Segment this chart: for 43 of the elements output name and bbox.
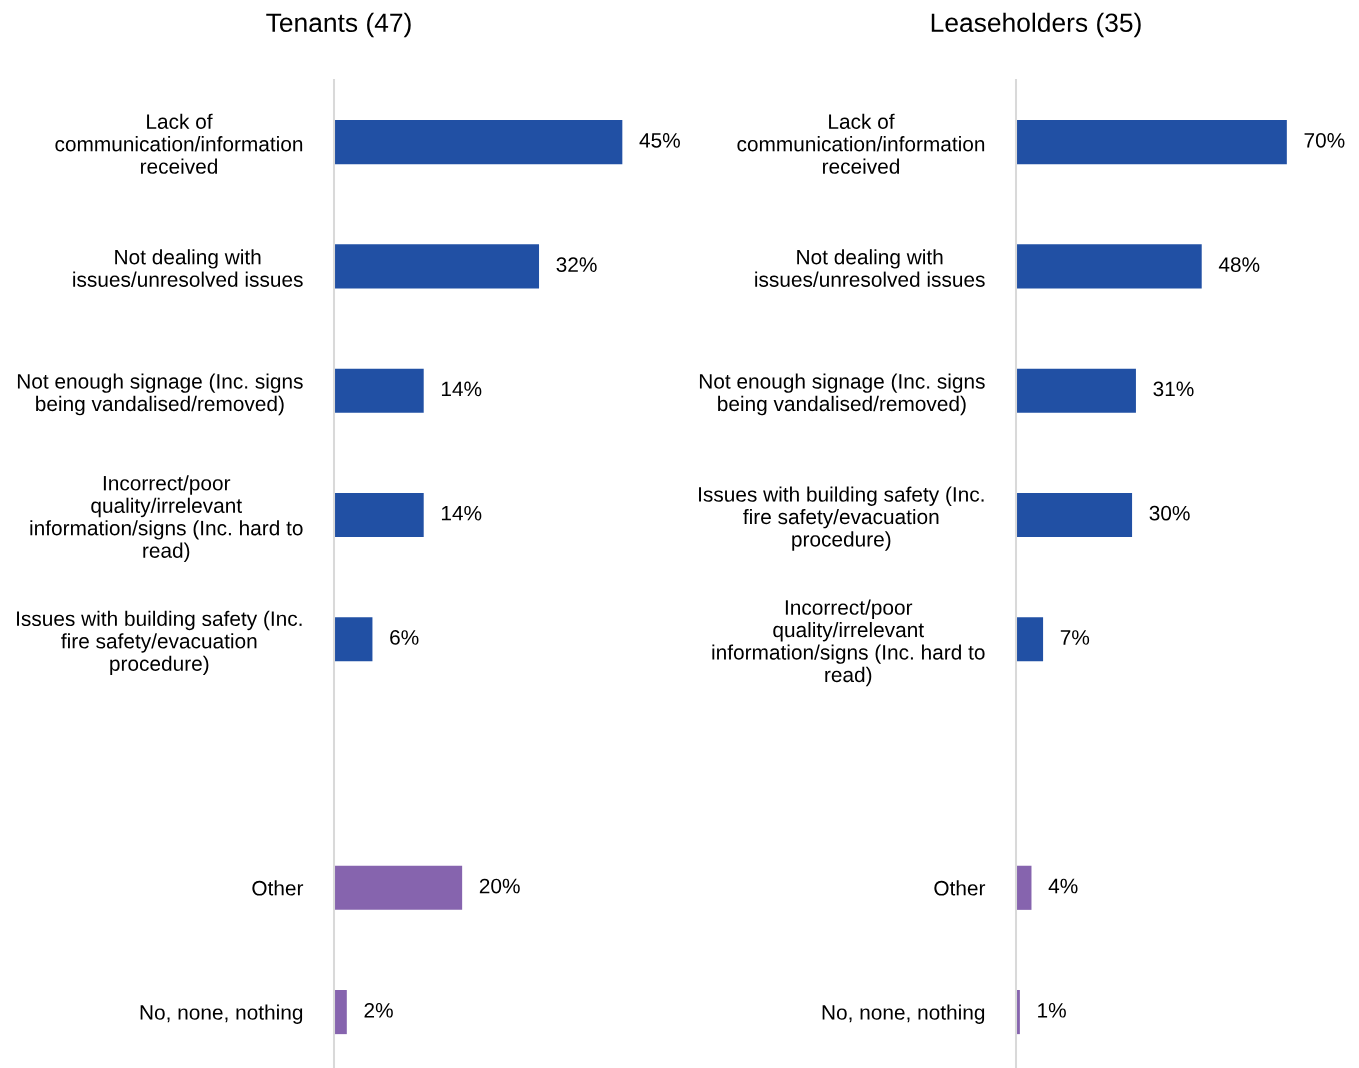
bar: [334, 368, 424, 413]
chart-title: Leaseholders (35): [931, 12, 1141, 38]
bar: [1016, 865, 1032, 910]
data-label: 14%: [441, 381, 482, 397]
data-label: 32%: [556, 257, 597, 273]
data-label: 7%: [1060, 630, 1090, 645]
data-label: 20%: [479, 878, 520, 894]
data-label: 2%: [364, 1002, 393, 1018]
bar: [334, 244, 540, 289]
y-tick-label: Issues with building safety (Inc. fire safety/evacuation procedure): [699, 486, 984, 551]
data-label: 1%: [1038, 1003, 1066, 1018]
bar: [1016, 617, 1044, 662]
y-tick-label: Lack of communication/information received: [55, 113, 303, 174]
y-tick-label: Issues with building safety (Inc. fire safety/evacuation procedure): [17, 610, 302, 676]
bar: [1016, 368, 1136, 413]
data-label: 70%: [1304, 132, 1345, 148]
y-tick-label: Incorrect/poor quality/irrelevant information/signs (Inc. hard to read): [712, 599, 985, 687]
y-tick-label: Not enough signage (Inc. signs being vandalised/removed): [699, 373, 985, 416]
data-label: 14%: [441, 505, 482, 521]
chart-title: Tenants (47): [266, 12, 411, 38]
data-label: 31%: [1153, 381, 1194, 397]
bar: [1016, 244, 1202, 289]
data-label: 48%: [1218, 257, 1260, 273]
y-tick-label: Not enough signage (Inc. signs being vandalised/removed): [17, 373, 303, 416]
bar: [334, 492, 424, 538]
data-label: 45%: [639, 133, 680, 148]
y-tick-label: Other: [934, 880, 986, 896]
y-tick-label: Not dealing with issues/unresolved issues: [73, 249, 303, 287]
bar: [334, 990, 347, 1035]
y-tick-label: Lack of communication/information received: [737, 113, 985, 174]
data-label: 4%: [1048, 878, 1078, 894]
bar: [334, 865, 463, 910]
y-tick-label: No, none, nothing: [140, 1004, 303, 1024]
data-label: 6%: [390, 630, 419, 645]
bar: [334, 120, 623, 165]
y-tick-label: Incorrect/poor quality/irrelevant information/signs (Inc. hard to read): [30, 475, 303, 562]
y-tick-label: Not dealing with issues/unresolved issues: [755, 249, 985, 287]
bar: [1016, 492, 1133, 538]
data-label: 30%: [1149, 505, 1190, 521]
y-tick-label: Other: [252, 880, 304, 896]
y-tick-label: No, none, nothing: [822, 1004, 985, 1024]
bar: [334, 617, 373, 662]
bar: [1016, 120, 1287, 165]
